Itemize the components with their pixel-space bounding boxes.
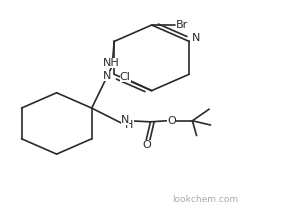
Text: Cl: Cl xyxy=(120,72,131,82)
Text: lookchem.com: lookchem.com xyxy=(172,195,238,204)
Text: O: O xyxy=(167,116,176,126)
Text: N: N xyxy=(103,71,111,81)
Text: O: O xyxy=(142,140,151,150)
Text: N: N xyxy=(192,33,200,43)
Text: N: N xyxy=(121,115,130,125)
Text: NH: NH xyxy=(103,58,120,68)
Text: Br: Br xyxy=(176,20,188,30)
Text: H: H xyxy=(125,120,134,130)
